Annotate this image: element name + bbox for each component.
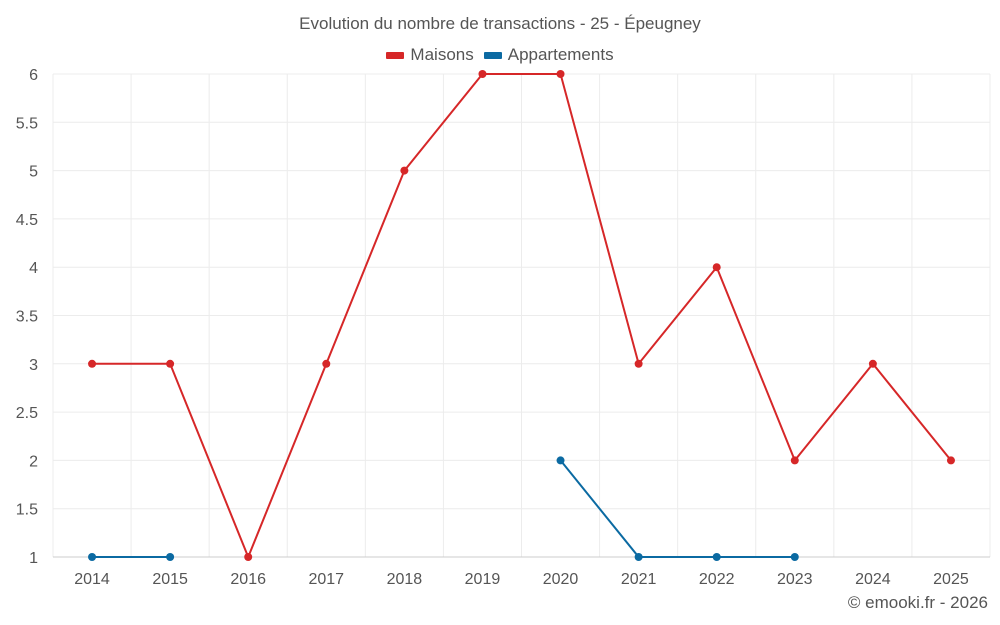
series-line-maisons: [92, 73, 952, 558]
y-tick-label: 2.5: [16, 405, 38, 422]
y-tick-label: 4.5: [16, 212, 38, 229]
x-tick-label: 2018: [387, 571, 423, 588]
x-tick-label: 2025: [933, 571, 969, 588]
y-tick-label: 5: [29, 164, 38, 181]
y-tick-label: 4: [29, 260, 38, 277]
data-point-appartements: [634, 553, 643, 561]
y-tick-label: 1.5: [16, 502, 38, 519]
data-point-maisons: [712, 263, 721, 272]
data-point-maisons: [868, 359, 877, 368]
data-point-appartements: [166, 553, 175, 561]
x-tick-label: 2014: [74, 571, 110, 588]
legend-swatch-appartements: [483, 51, 502, 59]
x-tick-label: 2016: [230, 571, 266, 588]
x-tick-label: 2020: [543, 571, 579, 588]
data-point-maisons: [166, 359, 175, 368]
data-point-maisons: [556, 70, 565, 78]
legend-swatch-maisons: [386, 51, 405, 59]
data-point-maisons: [946, 456, 955, 465]
legend-entry-maisons[interactable]: Maisons: [386, 45, 474, 65]
y-tick-label: 1: [29, 550, 38, 567]
y-tick-label: 2: [29, 453, 38, 470]
y-tick-label: 5.5: [16, 115, 38, 132]
series-line-appartements: [559, 459, 795, 558]
data-point-appartements: [790, 553, 799, 561]
legend-label-maisons: Maisons: [410, 45, 474, 64]
x-tick-label: 2022: [699, 571, 735, 588]
data-point-maisons: [322, 359, 331, 368]
data-point-maisons: [244, 553, 253, 561]
x-tick-label: 2024: [855, 571, 891, 588]
x-tick-label: 2021: [621, 571, 657, 588]
chart-legend: Maisons Appartements: [0, 45, 1000, 65]
y-tick-label: 6: [29, 67, 38, 84]
data-point-maisons: [88, 359, 97, 368]
y-tick-label: 3.5: [16, 309, 38, 326]
data-point-maisons: [400, 166, 409, 175]
data-point-maisons: [478, 70, 487, 78]
data-point-appartements: [556, 456, 565, 465]
x-tick-label: 2017: [308, 571, 344, 588]
legend-label-appartements: Appartements: [507, 45, 614, 64]
chart-title: Evolution du nombre de transactions - 25…: [299, 14, 701, 33]
data-point-appartements: [88, 553, 97, 561]
data-point-maisons: [790, 456, 799, 465]
x-tick-label: 2019: [465, 571, 501, 588]
data-point-maisons: [634, 359, 643, 368]
legend-entry-appartements[interactable]: Appartements: [483, 45, 614, 65]
credit-text: © emooki.fr - 2026: [847, 593, 988, 612]
x-tick-label: 2015: [152, 571, 188, 588]
y-tick-label: 3: [29, 357, 38, 374]
x-tick-label: 2023: [777, 571, 813, 588]
data-point-appartements: [712, 553, 721, 561]
